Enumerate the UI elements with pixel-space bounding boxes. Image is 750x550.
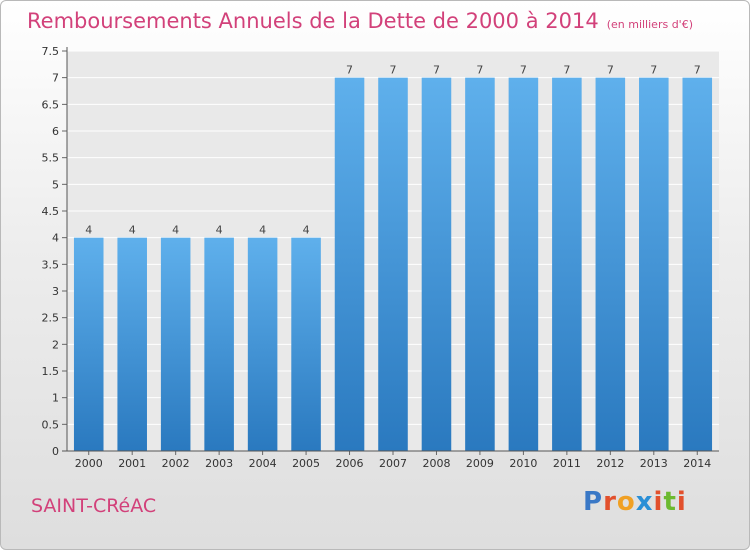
bar xyxy=(160,237,191,451)
data-label: 7 xyxy=(694,64,701,77)
y-tick-label: 7 xyxy=(52,72,59,85)
data-label: 7 xyxy=(520,64,527,77)
x-tick-label: 2004 xyxy=(249,457,277,470)
x-tick-label: 2012 xyxy=(596,457,624,470)
y-tick-label: 6 xyxy=(52,125,59,138)
bar xyxy=(682,77,713,452)
bar xyxy=(247,237,278,451)
x-tick-label: 2008 xyxy=(422,457,450,470)
y-tick-label: 3.5 xyxy=(42,258,60,271)
x-tick-label: 2009 xyxy=(466,457,494,470)
axes xyxy=(62,47,719,455)
bar xyxy=(204,237,234,451)
data-label: 4 xyxy=(172,224,179,237)
x-tick-label: 2007 xyxy=(379,457,407,470)
bar xyxy=(639,77,669,452)
data-label: 4 xyxy=(129,224,136,237)
logo-letter: x xyxy=(635,487,654,517)
y-tick-label: 2 xyxy=(52,338,59,351)
x-tick-label: 2013 xyxy=(640,457,668,470)
x-tick-label: 2011 xyxy=(553,457,581,470)
chart-title-main: Remboursements Annuels de la Dette de 20… xyxy=(27,9,599,33)
chart-title: Remboursements Annuels de la Dette de 20… xyxy=(27,9,693,33)
bar xyxy=(552,77,582,452)
bar xyxy=(508,77,539,452)
y-tick-label: 5.5 xyxy=(42,152,60,165)
x-tick-label: 2001 xyxy=(118,457,146,470)
y-tick-label: 4 xyxy=(52,232,59,245)
data-label: 7 xyxy=(346,64,353,77)
x-tick-label: 2002 xyxy=(162,457,190,470)
y-tick-label: 5 xyxy=(52,178,59,191)
y-tick-label: 1.5 xyxy=(42,365,60,378)
logo-letter: P xyxy=(583,487,604,517)
bar xyxy=(421,77,452,452)
y-tick-label: 7.5 xyxy=(42,45,60,58)
y-tick-label: 6.5 xyxy=(42,98,60,111)
x-tick-label: 2010 xyxy=(509,457,537,470)
y-tick-label: 3 xyxy=(52,285,59,298)
data-label: 4 xyxy=(303,224,310,237)
logo-letter: i xyxy=(653,487,664,517)
data-label: 4 xyxy=(259,224,266,237)
y-tick-label: 0.5 xyxy=(42,418,60,431)
proxiti-logo: Proxiti xyxy=(583,487,687,517)
bar xyxy=(465,77,495,452)
bar xyxy=(378,77,408,452)
y-tick-label: 0 xyxy=(52,445,59,458)
x-tick-label: 2003 xyxy=(205,457,233,470)
bar xyxy=(73,237,104,451)
bar xyxy=(595,77,626,452)
x-tick-label: 2006 xyxy=(336,457,364,470)
y-tick-label: 2.5 xyxy=(42,312,60,325)
data-label: 7 xyxy=(390,64,397,77)
logo-letter: o xyxy=(616,487,636,517)
data-label: 7 xyxy=(476,64,483,77)
bar xyxy=(334,77,365,452)
bar xyxy=(117,237,147,451)
data-label: 7 xyxy=(650,64,657,77)
x-tick-label: 2005 xyxy=(292,457,320,470)
bar xyxy=(291,237,321,451)
y-tick-label: 1 xyxy=(52,392,59,405)
x-tick-label: 2014 xyxy=(683,457,711,470)
x-tick-label: 2000 xyxy=(75,457,103,470)
logo-letter: i xyxy=(676,487,687,517)
logo-letter: r xyxy=(603,487,617,517)
labels: 0 0.5 1 1.5 2 2.5 3 3.5 4 4.5 5 5.5 6 6.5 7 7.5 4 2000 4 20… xyxy=(42,45,712,470)
data-label: 4 xyxy=(85,224,92,237)
data-label: 7 xyxy=(563,64,570,77)
bars xyxy=(73,77,713,452)
data-label: 7 xyxy=(433,64,440,77)
commune-name: SAINT-CRéAC xyxy=(31,495,157,517)
logo-letter: t xyxy=(663,487,677,517)
chart-title-unit: (en milliers d'€) xyxy=(606,18,693,31)
data-label: 7 xyxy=(607,64,614,77)
y-tick-label: 4.5 xyxy=(42,205,60,218)
data-label: 4 xyxy=(216,224,223,237)
